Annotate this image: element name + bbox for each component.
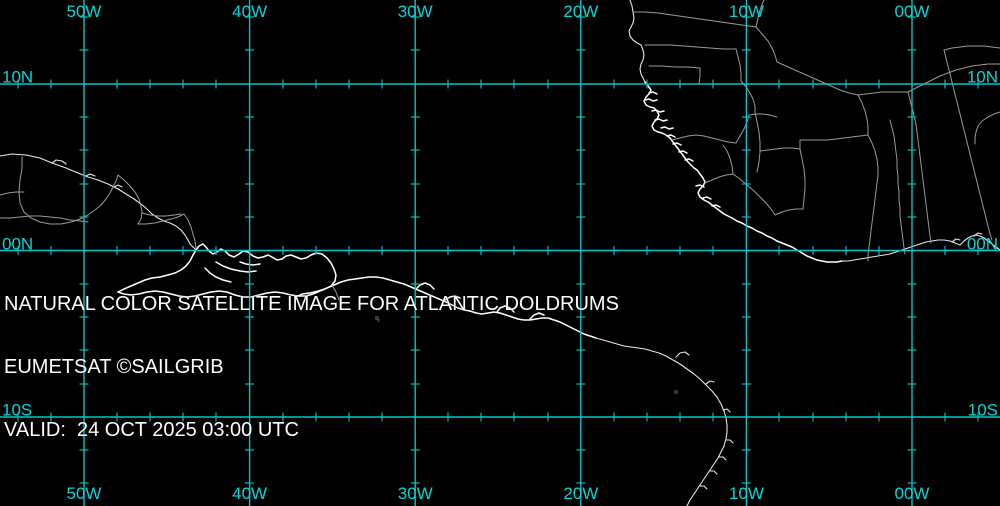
country-borders-south-america [0,156,340,301]
lon-label-bottom-40W: 40W [232,484,268,503]
lat-label-left-10N: 10N [2,67,34,87]
caption-valid-line: VALID: 24 OCT 2025 03:00 UTC [4,419,299,441]
lon-label-bottom-20W: 20W [563,484,599,503]
island-markers [375,316,678,394]
lon-label-top-30W: 30W [397,2,433,21]
island-dot-west [375,316,379,320]
lon-label-bottom-00W: 00W [894,484,930,503]
lat-label-left-10S: 10S [2,400,33,420]
island-dot-east [674,390,678,394]
caption-block: NATURAL COLOR SATELLITE IMAGE FOR ATLANT… [4,252,619,483]
lon-label-bottom-10W: 10W [728,484,764,503]
caption-source-line: EUMETSAT ©SAILGRIB [4,356,224,378]
lat-label-right-10S: 10S [967,400,998,420]
lon-label-top-40W: 40W [232,2,268,21]
lat-label-right-10N: 10N [966,67,998,87]
lon-label-bottom-30W: 30W [397,484,433,503]
lon-label-top-10W: 10W [728,2,764,21]
lon-label-top-20W: 20W [563,2,599,21]
lon-label-top-50W: 50W [66,2,102,21]
lon-label-bottom-50W: 50W [66,484,102,503]
coastline-west-africa [628,0,1000,263]
caption-title-line: NATURAL COLOR SATELLITE IMAGE FOR ATLANT… [4,293,619,315]
island-dot-west-b [377,319,380,322]
lat-label-left-00N: 00N [2,234,34,253]
lon-label-top-00W: 00W [894,2,930,21]
lat-label-right-00N: 00N [966,234,998,253]
